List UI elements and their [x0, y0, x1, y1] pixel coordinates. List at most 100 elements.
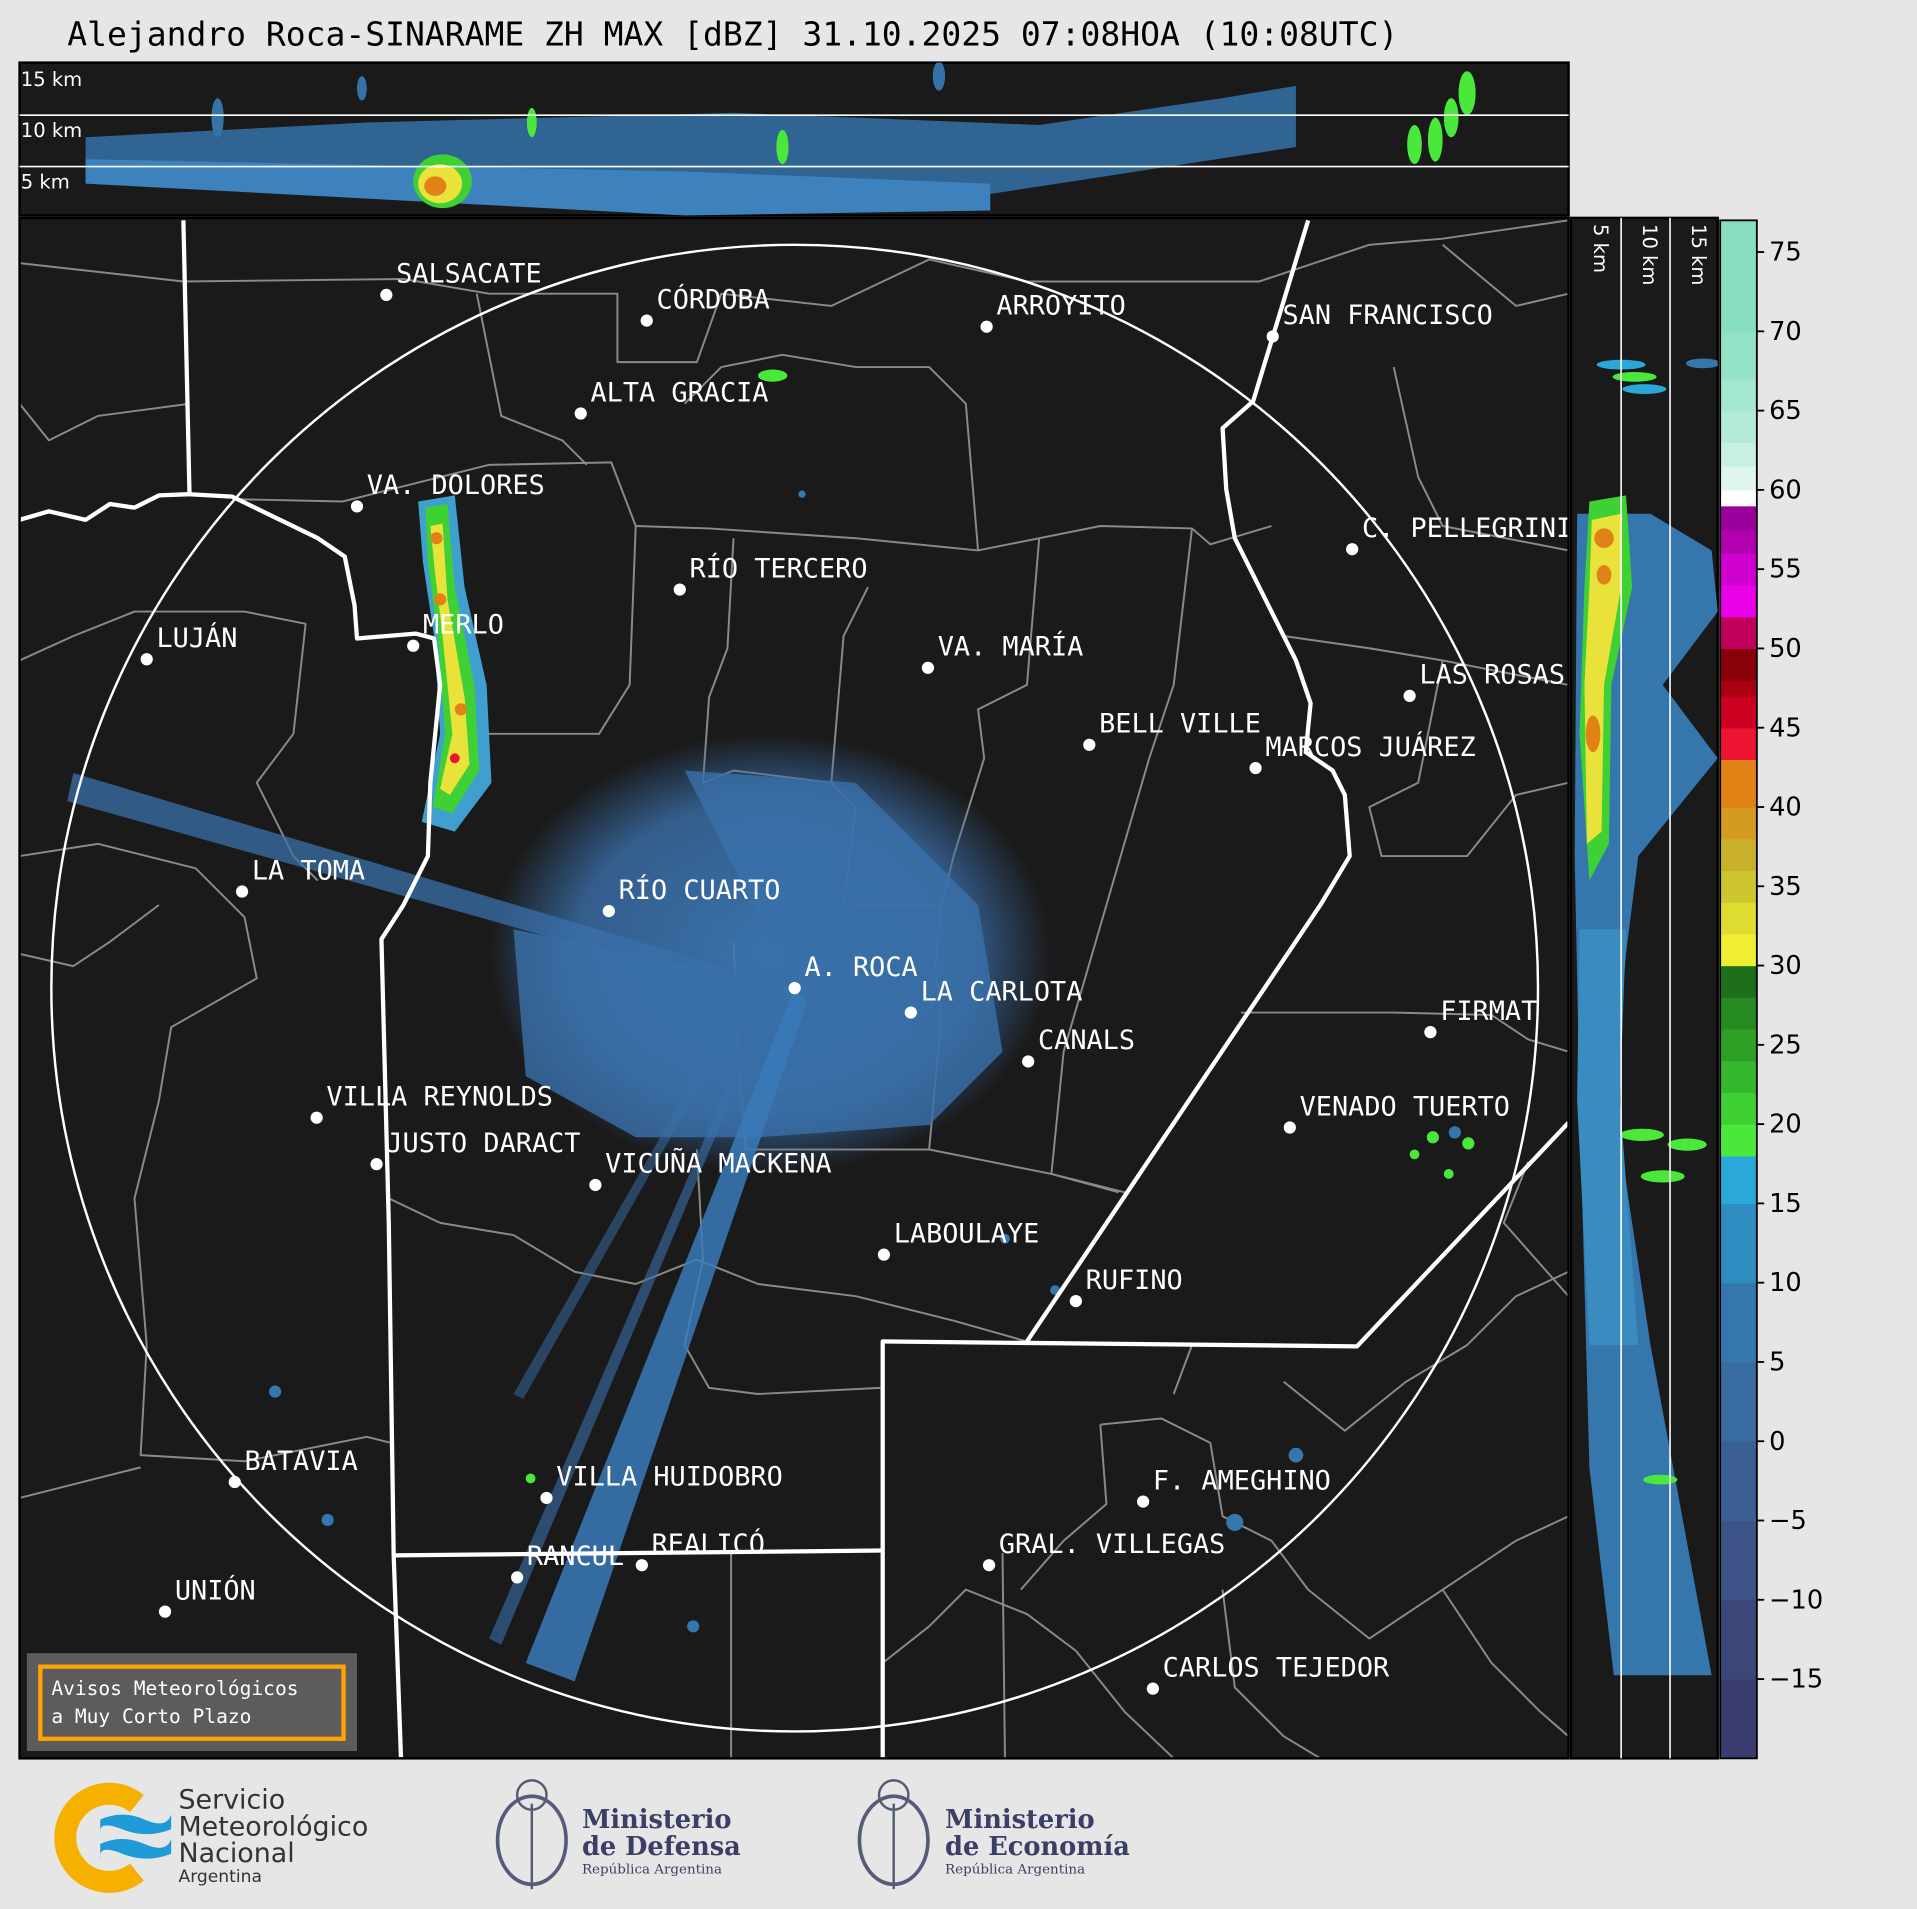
top-label-5km: 5 km — [21, 171, 70, 194]
top-label-15km: 15 km — [21, 68, 82, 91]
colorbar-segment — [1720, 1361, 1757, 1442]
smn-waves-icon — [100, 1814, 172, 1859]
city-dot — [1424, 1026, 1437, 1039]
colorbar-segment — [1720, 1060, 1757, 1094]
city-a-roca: A. ROCA — [788, 952, 918, 995]
city-alta-gracia: ALTA GRACIA — [574, 377, 768, 420]
colorbar-tick-label: 0 — [1769, 1427, 1785, 1457]
colorbar-segment — [1720, 378, 1757, 412]
colorbar-segment — [1720, 838, 1757, 872]
colorbar-segment — [1720, 505, 1757, 531]
city-label: VICUÑA MACKENA — [605, 1148, 832, 1180]
city-label: RANCUL — [527, 1541, 624, 1572]
city-la-carlota: LA CARLOTA — [904, 976, 1082, 1019]
city-label: RÍO CUARTO — [619, 874, 781, 906]
colorbar-segment — [1720, 1155, 1757, 1205]
colorbar-segment — [1720, 965, 1757, 998]
city-salsacate: SALSACATE — [380, 259, 542, 302]
economia-line2: de Economía — [945, 1832, 1130, 1862]
colorbar-frame — [1719, 219, 1758, 1760]
city-firmat: FIRMAT — [1424, 996, 1537, 1039]
city-rio-cuarto: RÍO CUARTO — [602, 874, 781, 918]
top-cross-section: 15 km 10 km 5 km — [18, 61, 1570, 217]
smn-logo: Servicio Meteorológico Nacional Argentin… — [54, 1782, 368, 1893]
city-label: CARLOS TEJEDOR — [1163, 1652, 1390, 1683]
city-label: BATAVIA — [245, 1446, 358, 1477]
city-label: C. PELLEGRINI — [1362, 513, 1572, 544]
city-carlos-tejedor: CARLOS TEJEDOR — [1146, 1652, 1390, 1695]
city-dot — [235, 885, 249, 898]
city-dot — [1069, 1294, 1082, 1308]
city-villa-huidobro: VILLA HUIDOBRO — [540, 1462, 783, 1505]
warning-box-line1: Avisos Meteorológicos — [51, 1677, 298, 1700]
warning-box-line2: a Muy Corto Plazo — [51, 1705, 251, 1728]
side-label-15km: 15 km — [1687, 224, 1710, 285]
city-dot — [1022, 1055, 1035, 1068]
city-dot — [673, 583, 686, 596]
colorbar-segment — [1720, 616, 1757, 650]
city-arroyito: ARROYITO — [980, 290, 1126, 333]
colorbar-segment — [1720, 1124, 1757, 1157]
city-label: REALICÓ — [652, 1528, 765, 1560]
city-dot — [640, 314, 653, 327]
city-label: GRAL. VILLEGAS — [999, 1529, 1226, 1560]
city-label: RUFINO — [1086, 1265, 1183, 1296]
city-label: CANALS — [1038, 1025, 1135, 1056]
city-dot — [1146, 1682, 1160, 1695]
city-label: VILLA REYNOLDS — [326, 1081, 553, 1112]
city-las-rosas: LAS ROSAS — [1403, 660, 1565, 703]
colorbar-segment — [1720, 933, 1757, 967]
colorbar-segment — [1720, 1599, 1757, 1680]
colorbar-tick-label: −15 — [1769, 1665, 1823, 1695]
city-dot — [1283, 1121, 1296, 1134]
city-dot — [380, 288, 393, 302]
colorbar-segment — [1720, 1282, 1757, 1363]
colorbar-segment — [1720, 648, 1757, 681]
colorbar-tick-label: 55 — [1769, 555, 1802, 585]
city-label: F. AMEGHINO — [1153, 1465, 1331, 1496]
city-dot — [370, 1158, 383, 1171]
city-realico: REALICÓ — [635, 1528, 765, 1572]
city-dot — [788, 982, 801, 995]
range-ring — [50, 243, 1540, 1733]
colorbar-segment — [1720, 585, 1757, 618]
colorbar-segment — [1720, 902, 1757, 935]
colorbar-segment — [1720, 553, 1757, 586]
city-label: ARROYITO — [996, 290, 1125, 321]
colorbar-segment — [1720, 1520, 1757, 1601]
colorbar-tick-label: 25 — [1769, 1030, 1802, 1060]
colorbar-segment — [1720, 807, 1757, 840]
city-label: A. ROCA — [804, 952, 917, 983]
smn-c-icon — [54, 1782, 144, 1893]
city-dot — [1083, 738, 1096, 751]
radar-map[interactable]: SALSACATE CÓRDOBA ARROYITO SAN FRANCISCO ALT… — [18, 216, 1573, 1760]
colorbar-tick-label: −5 — [1769, 1506, 1807, 1536]
city-marcos-juarez: MARCOS JUÁREZ — [1249, 731, 1476, 775]
city-dot — [877, 1248, 891, 1261]
figure-title: Alejandro Roca-SINARAME ZH MAX [dBZ] 31.… — [67, 15, 1398, 54]
city-label: VENADO TUERTO — [1300, 1091, 1510, 1122]
top-label-10km: 10 km — [21, 119, 82, 142]
colorbar-segment — [1720, 1203, 1757, 1284]
smn-line3: Nacional — [178, 1838, 294, 1869]
colorbar-segment — [1720, 680, 1757, 697]
city-label: JUSTO DARACT — [386, 1128, 580, 1159]
city-vicuna-mackena: VICUÑA MACKENA — [589, 1148, 832, 1192]
smn-line1: Servicio — [178, 1784, 285, 1815]
city-la-toma: LA TOMA — [235, 855, 365, 898]
warning-box[interactable]: Avisos Meteorológicos a Muy Corto Plazo — [26, 1653, 357, 1752]
colorbar: −15 −10 −5 0 5 10 15 20 25 30 35 40 45 50 55 60 65 70 75 — [1719, 219, 1823, 1760]
colorbar-segment — [1720, 489, 1757, 507]
city-san-francisco: SAN FRANCISCO — [1266, 300, 1493, 343]
colorbar-segment — [1720, 442, 1757, 467]
city-merlo: MERLO — [407, 610, 504, 652]
colorbar-segment — [1720, 529, 1757, 554]
colorbar-tick-label: 45 — [1769, 713, 1802, 743]
city-lujan: LUJÁN — [140, 622, 237, 666]
city-dot — [511, 1571, 524, 1584]
city-dot — [589, 1178, 602, 1192]
city-union: UNIÓN — [158, 1574, 256, 1618]
city-label: SAN FRANCISCO — [1282, 300, 1492, 331]
colorbar-tick-label: 75 — [1769, 238, 1802, 268]
city-markers: SALSACATE CÓRDOBA ARROYITO SAN FRANCISCO ALT… — [140, 259, 1572, 1695]
